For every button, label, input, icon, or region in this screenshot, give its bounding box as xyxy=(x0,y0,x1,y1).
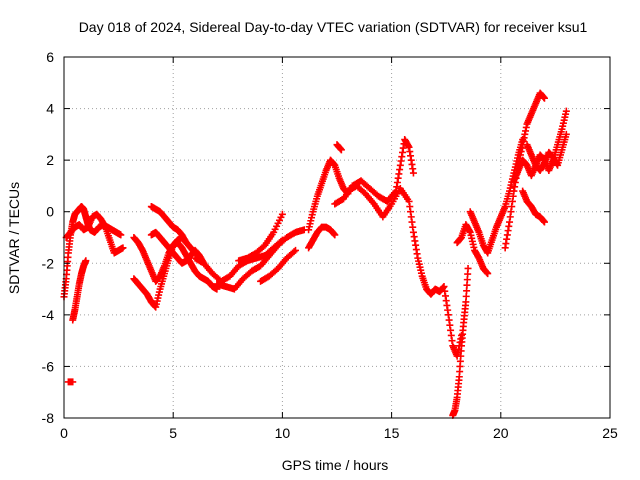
x-axis-label: GPS time / hours xyxy=(282,457,389,473)
series-track-b xyxy=(62,210,127,257)
point-marker xyxy=(64,378,77,386)
point-marker xyxy=(305,156,352,234)
x-tick-label: 20 xyxy=(493,425,509,441)
point-marker xyxy=(69,257,90,324)
series-track-n xyxy=(305,156,352,234)
series-track-w xyxy=(519,187,548,226)
series-track-c xyxy=(69,257,90,324)
y-tick-label: -4 xyxy=(42,307,55,323)
series-track-j xyxy=(213,226,308,293)
point-marker xyxy=(62,210,127,257)
x-tick-label: 25 xyxy=(602,425,618,441)
point-marker xyxy=(466,136,527,257)
point-marker xyxy=(523,130,570,174)
y-tick-label: -6 xyxy=(42,358,55,374)
series-track-d xyxy=(64,378,77,386)
x-tick-label: 15 xyxy=(384,425,400,441)
y-tick-label: 6 xyxy=(46,49,54,65)
data-points xyxy=(60,89,570,419)
y-tick-label: -8 xyxy=(42,410,55,426)
series-track-l xyxy=(257,246,300,285)
series-track-m xyxy=(305,223,339,252)
y-tick-label: 4 xyxy=(46,101,54,117)
x-tick-label: 10 xyxy=(275,425,291,441)
point-marker xyxy=(213,226,308,293)
series-track-k xyxy=(235,210,286,265)
point-marker xyxy=(453,221,492,278)
point-marker xyxy=(519,187,548,226)
y-tick-label: 2 xyxy=(46,152,54,168)
y-tick-label: 0 xyxy=(46,204,54,220)
point-marker xyxy=(235,210,286,265)
x-tick-label: 0 xyxy=(60,425,68,441)
series-track-t xyxy=(466,136,527,257)
point-marker xyxy=(147,203,199,257)
x-tick-label: 5 xyxy=(169,425,177,441)
point-marker xyxy=(130,234,190,311)
grid-lines xyxy=(64,57,610,418)
y-tick-label: -2 xyxy=(42,255,55,271)
point-marker xyxy=(305,223,339,252)
series-track-h xyxy=(147,203,199,257)
series-track-f xyxy=(130,234,190,311)
point-marker xyxy=(333,141,345,154)
series-track-s xyxy=(453,221,492,278)
axis-ticks: 0 5 10 15 20 25 -8 -6 -4 -2 0 2 4 6 xyxy=(42,49,618,441)
y-axis-label: SDTVAR / TECUs xyxy=(6,182,22,294)
point-marker xyxy=(344,182,465,360)
point-marker xyxy=(257,246,300,285)
series-track-r xyxy=(449,264,472,419)
series-track-x xyxy=(523,130,570,174)
point-marker xyxy=(449,264,472,419)
series-track-q xyxy=(344,182,465,360)
series-track-o xyxy=(333,141,345,154)
plot-frame xyxy=(63,56,611,419)
chart-title: Day 018 of 2024, Sidereal Day-to-day VTE… xyxy=(79,19,588,35)
